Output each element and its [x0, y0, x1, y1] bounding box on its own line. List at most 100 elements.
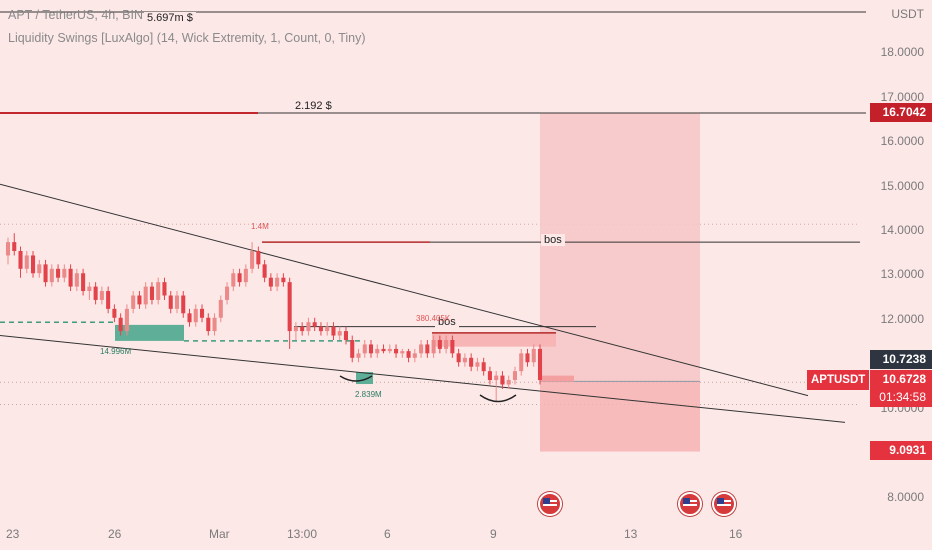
- us-flag-icon[interactable]: [712, 492, 736, 516]
- candle: [462, 357, 467, 363]
- candle: [343, 331, 349, 340]
- top-level-label: 5.697m $: [144, 12, 196, 24]
- liquidity-low-volume: 2.839M: [355, 390, 382, 399]
- candle: [531, 348, 536, 363]
- symbol-legend: APT / TetherUS, 4h, BIN: [8, 8, 144, 22]
- candle: [243, 268, 248, 283]
- time-tick: 23: [6, 527, 20, 541]
- time-tick: 6: [384, 527, 391, 541]
- time-tick: Mar: [209, 527, 230, 541]
- candle: [394, 348, 399, 354]
- candle: [99, 291, 104, 300]
- candle: [256, 251, 261, 265]
- indicator-legend[interactable]: Liquidity Swings [LuxAlgo] (14, Wick Ext…: [8, 31, 366, 45]
- candle: [506, 380, 511, 385]
- us-flag-icon[interactable]: [538, 492, 562, 516]
- candle: [137, 295, 142, 305]
- time-tick: 13:00: [287, 527, 318, 541]
- candle: [275, 277, 280, 287]
- candle: [300, 326, 305, 332]
- candle: [218, 299, 223, 318]
- candle: [231, 273, 236, 287]
- candle: [525, 353, 530, 363]
- candle: [331, 326, 336, 336]
- candle: [475, 362, 480, 367]
- candle: [168, 295, 173, 309]
- candle: [237, 273, 242, 283]
- candle: [74, 273, 79, 287]
- current-price-tag: 10.6728: [870, 370, 932, 389]
- candle: [387, 348, 392, 352]
- candle: [450, 340, 455, 354]
- liquidity-low-box: [115, 324, 184, 341]
- swing-arc: [339, 375, 373, 382]
- price-tick: 14.0000: [880, 223, 924, 237]
- swing-arc: [479, 394, 517, 403]
- liquidity-boxes: [115, 324, 574, 385]
- time-tick: 16: [729, 527, 743, 541]
- candle: [112, 308, 117, 318]
- price-tick: 17.0000: [880, 90, 924, 104]
- candle: [481, 362, 486, 372]
- liquidity-high-volume: 1.4M: [251, 222, 269, 231]
- candle: [281, 277, 286, 283]
- candle: [12, 242, 17, 251]
- candle: [43, 264, 48, 283]
- candle: [412, 353, 417, 358]
- candle: [500, 375, 505, 385]
- candle: [350, 340, 355, 358]
- target-price-tag: 16.7042: [870, 103, 932, 122]
- bos-label-lower: bos: [435, 316, 459, 328]
- candle: [375, 348, 380, 354]
- candle: [293, 326, 298, 332]
- liquidity-low-volume: 14.996M: [100, 347, 132, 356]
- trend-line: [0, 183, 809, 397]
- candle: [18, 251, 23, 269]
- price-tick: 16.0000: [880, 134, 924, 148]
- liquidity-high-volume: 380.405K: [416, 314, 451, 323]
- candle: [131, 295, 136, 309]
- price-tick: 13.0000: [880, 267, 924, 281]
- candle: [537, 348, 543, 381]
- candle: [287, 282, 292, 332]
- candle: [118, 317, 123, 332]
- candle: [306, 322, 311, 332]
- liquidity-high-box: [541, 375, 574, 382]
- candle: [206, 317, 211, 332]
- candle: [456, 353, 461, 363]
- price-tick: 12.0000: [880, 312, 924, 326]
- us-flag-icon[interactable]: [678, 492, 702, 516]
- candle: [87, 286, 92, 292]
- candle: [437, 340, 442, 349]
- candle: [68, 268, 73, 287]
- candle: [56, 268, 61, 278]
- target-zone: [540, 112, 700, 382]
- candle: [250, 251, 255, 269]
- candle: [368, 344, 374, 354]
- price-tick: 15.0000: [880, 179, 924, 193]
- mid-level-label: 2.192 $: [292, 100, 335, 112]
- candle: [93, 286, 98, 300]
- candle: [362, 344, 367, 354]
- candle: [181, 295, 186, 314]
- candle: [31, 255, 36, 274]
- candle: [487, 371, 492, 381]
- time-tick: 13: [624, 527, 638, 541]
- candles: [5, 233, 543, 403]
- candle: [37, 264, 42, 274]
- candle: [337, 331, 342, 336]
- candle: [149, 286, 154, 300]
- candle: [187, 313, 192, 323]
- candle: [318, 326, 323, 332]
- candle: [162, 282, 167, 296]
- candle: [24, 255, 29, 269]
- candle: [5, 242, 11, 256]
- price-tick: 8.0000: [887, 490, 924, 504]
- countdown-tag: 01:34:58: [870, 388, 932, 407]
- time-tick: 9: [490, 527, 497, 541]
- candle: [512, 371, 517, 381]
- candle: [400, 351, 405, 354]
- candle: [174, 295, 180, 309]
